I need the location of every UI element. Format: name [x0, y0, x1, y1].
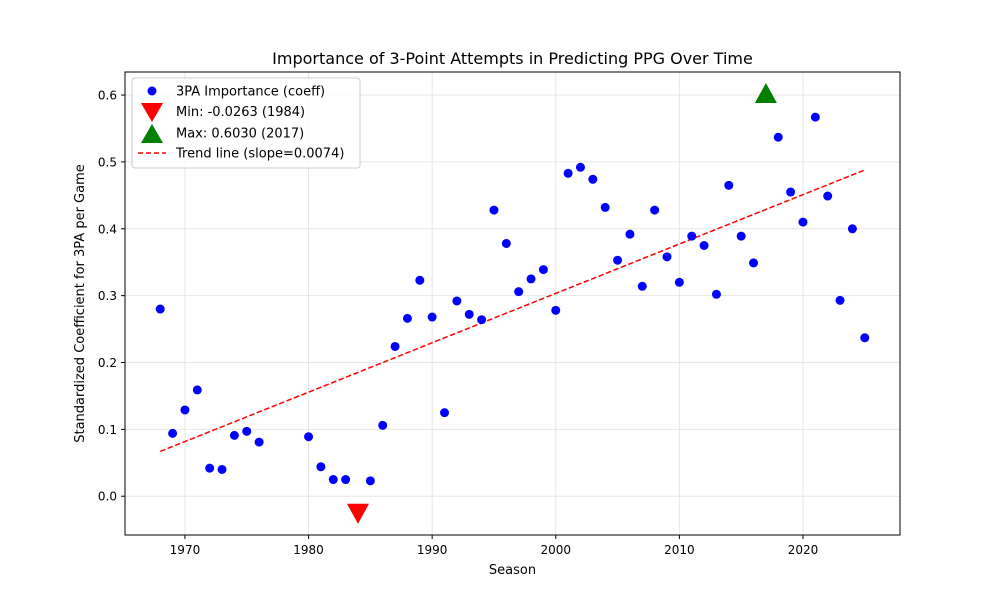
legend-label-trend: Trend line (slope=0.0074): [175, 147, 344, 162]
data-point: [501, 238, 511, 248]
chart-title: Importance of 3-Point Attempts in Predic…: [272, 49, 753, 68]
data-point: [464, 309, 474, 319]
data-point: [229, 430, 239, 440]
data-point: [613, 255, 623, 265]
data-point: [736, 231, 746, 241]
data-point: [390, 341, 400, 351]
data-point: [600, 202, 610, 212]
data-point: [365, 476, 375, 486]
data-point: [192, 385, 202, 395]
data-point: [798, 217, 808, 227]
plot-frame: [124, 71, 901, 536]
legend-marker-max: [141, 124, 163, 143]
data-point: [711, 289, 721, 299]
data-point: [168, 428, 178, 438]
data-points: [155, 83, 870, 524]
data-point: [662, 252, 672, 262]
data-point: [860, 333, 870, 343]
data-point: [637, 281, 647, 291]
x-tick-label: 1990: [417, 543, 448, 557]
data-point: [551, 305, 561, 315]
data-point: [180, 405, 190, 415]
data-point: [452, 296, 462, 306]
x-axis-label: Season: [489, 563, 536, 578]
data-point: [786, 187, 796, 197]
y-tick-label: 0.2: [98, 356, 117, 370]
data-point: [575, 162, 585, 172]
data-point: [687, 231, 697, 241]
data-point: [378, 420, 388, 430]
y-tick-label: 0.1: [98, 423, 117, 437]
data-point: [440, 408, 450, 418]
trend-line-segment: [159, 169, 866, 453]
data-point: [538, 265, 548, 275]
legend-label-min: Min: -0.0263 (1984): [176, 105, 305, 120]
legend-marker-min: [141, 103, 163, 122]
y-tick-label: 0.3: [98, 289, 117, 303]
data-point: [724, 180, 734, 190]
data-point: [625, 229, 635, 239]
data-point: [316, 462, 326, 472]
data-point: [514, 287, 524, 297]
legend: 3PA Importance (coeff) Min: -0.0263 (198…: [131, 77, 361, 169]
data-point: [749, 258, 759, 268]
data-point: [402, 313, 412, 323]
x-axis-ticks: 1970 1980 1990 2000 2010 2020: [170, 535, 819, 557]
max-marker: [754, 83, 777, 104]
legend-box: [131, 77, 361, 169]
x-tick-label: 2010: [664, 543, 695, 557]
y-axis-ticks: 0.0 0.1 0.2 0.3 0.4 0.5 0.6: [98, 89, 125, 504]
y-tick-label: 0.4: [98, 222, 117, 236]
x-tick-label: 1970: [170, 543, 201, 557]
x-tick-label: 2020: [788, 543, 819, 557]
data-point: [415, 275, 425, 285]
data-point: [427, 312, 437, 322]
data-point: [155, 304, 165, 314]
data-point: [526, 274, 536, 284]
data-point: [650, 205, 660, 215]
data-point: [588, 174, 598, 184]
data-point: [773, 132, 783, 142]
data-point: [328, 475, 338, 485]
min-marker: [346, 503, 369, 524]
y-tick-label: 0.0: [98, 490, 117, 504]
y-axis-label: Standardized Coefficient for 3PA per Gam…: [73, 164, 88, 443]
data-point: [823, 191, 833, 201]
legend-label-max: Max: 0.6030 (2017): [176, 127, 304, 142]
data-point: [674, 277, 684, 287]
data-point: [205, 463, 215, 473]
y-tick-label: 0.6: [98, 89, 117, 103]
y-tick-label: 0.5: [98, 155, 117, 169]
data-point: [304, 432, 314, 442]
data-point: [835, 295, 845, 305]
data-point: [847, 224, 857, 234]
trend-line: [159, 169, 866, 453]
data-point: [254, 437, 264, 447]
legend-marker-3pa: [147, 86, 157, 96]
data-point: [699, 240, 709, 250]
data-point: [563, 168, 573, 178]
x-tick-label: 2000: [540, 543, 571, 557]
data-point: [810, 112, 820, 122]
data-point: [489, 205, 499, 215]
data-point: [217, 464, 227, 474]
data-point: [242, 426, 252, 436]
legend-label-3pa: 3PA Importance (coeff): [176, 85, 325, 100]
data-point: [477, 315, 487, 325]
x-tick-label: 1980: [293, 543, 324, 557]
data-point: [341, 475, 351, 485]
